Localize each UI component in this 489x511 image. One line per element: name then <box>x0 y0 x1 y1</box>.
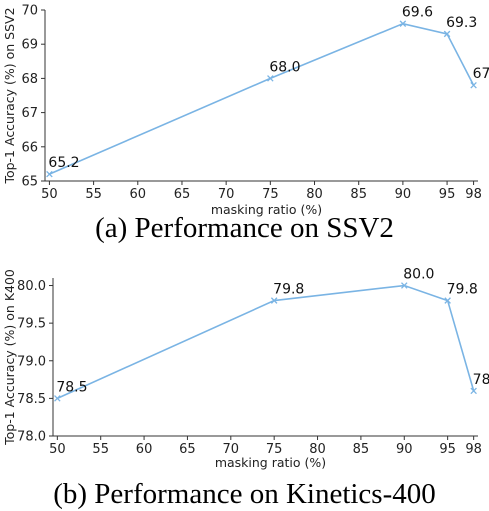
series-line <box>57 284 475 400</box>
x-tick-label: 55 <box>92 442 109 457</box>
data-label: 65.2 <box>48 155 79 171</box>
data-point-marker <box>401 282 408 289</box>
y-tick-label: 68 <box>21 72 38 87</box>
x-tick-label: 65 <box>179 442 196 457</box>
x-tick-label: 80 <box>309 442 326 457</box>
y-tick-label: 78.5 <box>17 392 46 407</box>
x-tick-label: 90 <box>396 442 413 457</box>
marker-stroke <box>443 30 451 38</box>
x-tick-label: 70 <box>218 187 235 202</box>
data-point-marker <box>270 297 278 304</box>
data-label: 67.8 <box>473 66 489 82</box>
data-label: 78.5 <box>56 379 87 395</box>
data-label: 68.0 <box>269 59 300 75</box>
y-tick-label: 66 <box>21 140 38 155</box>
marker-stroke <box>267 75 274 82</box>
x-tick-label: 98 <box>465 187 482 202</box>
y-axis-title: Top-1 Accuracy (%) on K400 <box>2 269 17 446</box>
data-point-marker <box>444 297 451 304</box>
x-tick-label: 75 <box>262 187 279 202</box>
y-tick-label: 80.0 <box>17 279 46 294</box>
data-label: 69.3 <box>446 15 477 31</box>
data-label: 79.8 <box>273 282 304 298</box>
x-tick-label: 65 <box>174 187 191 202</box>
data-label: 78.6 <box>473 372 489 388</box>
chart-panel-k400: 50 55 60 65 70 75 80 85 90 95 98 78.0 78.5 79.0 79.5 80… <box>0 256 489 511</box>
x-tick-label: 90 <box>395 187 412 202</box>
data-point-marker <box>443 30 451 38</box>
data-point-marker <box>470 387 477 395</box>
data-point-marker <box>54 395 61 402</box>
chart-caption: (b) Performance on Kinetics-400 <box>53 478 436 510</box>
series-line <box>49 22 475 175</box>
x-tick-label: 50 <box>49 442 66 457</box>
marker-stroke <box>270 297 278 304</box>
y-tick-label: 70 <box>21 4 38 19</box>
data-label: 80.0 <box>403 267 434 283</box>
data-point-marker <box>470 81 477 89</box>
y-tick-label: 79.0 <box>17 354 46 369</box>
x-axis-title: masking ratio (%) <box>211 202 322 217</box>
y-tick-label: 78.0 <box>17 430 46 445</box>
chart-caption: (a) Performance on SSV2 <box>95 212 394 244</box>
marker-stroke <box>54 395 61 402</box>
x-tick-label: 70 <box>223 442 240 457</box>
x-tick-label: 50 <box>41 187 58 202</box>
x-tick-label: 98 <box>465 442 482 457</box>
y-tick-label: 79.5 <box>17 317 46 332</box>
marker-stroke <box>46 170 53 178</box>
data-label: 79.8 <box>447 282 478 298</box>
chart-panel-ssv2: 50 55 60 65 70 75 80 85 90 95 98 65 66 67 68 69 70 maskin… <box>0 0 489 255</box>
x-tick-label: 95 <box>439 442 456 457</box>
data-point-marker <box>399 20 407 27</box>
x-tick-label: 95 <box>439 187 456 202</box>
x-tick-label: 60 <box>136 442 153 457</box>
x-tick-label: 75 <box>266 442 283 457</box>
x-axis-title: masking ratio (%) <box>215 455 326 470</box>
x-tick-label: 55 <box>85 187 102 202</box>
marker-stroke <box>470 81 477 89</box>
x-tick-label: 85 <box>350 187 367 202</box>
marker-stroke <box>399 20 407 27</box>
data-point-marker <box>267 75 274 82</box>
data-point-marker <box>46 170 53 178</box>
marker-stroke <box>444 297 451 304</box>
data-label: 69.6 <box>402 5 433 21</box>
y-axis-title: Top-1 Accuracy (%) on SSV2 <box>2 7 17 184</box>
y-tick-label: 69 <box>21 38 38 53</box>
marker-stroke <box>470 387 477 395</box>
marker-stroke <box>401 282 408 289</box>
x-tick-label: 60 <box>130 187 147 202</box>
x-tick-label: 85 <box>353 442 370 457</box>
y-tick-label: 67 <box>21 106 38 121</box>
chart-k400: 50 55 60 65 70 75 80 85 90 95 98 78.0 78.5 79.0 79.5 80… <box>2 267 489 470</box>
x-tick-label: 80 <box>306 187 323 202</box>
y-tick-label: 65 <box>21 175 38 190</box>
chart-ssv2: 50 55 60 65 70 75 80 85 90 95 98656667686970maskin… <box>2 4 489 218</box>
